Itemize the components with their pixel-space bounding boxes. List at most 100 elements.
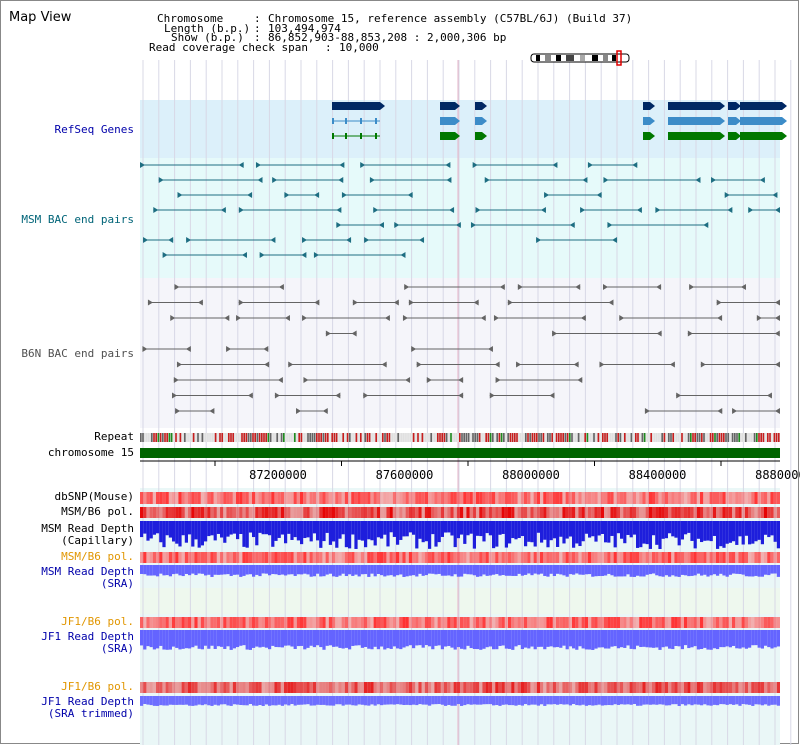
msm-b6-pol-heat-2: [280, 552, 284, 563]
msm-b6-pol-heat-2: [440, 552, 444, 563]
jf1-b6-pol-heat-2: [511, 682, 515, 693]
jf1-sra-depth: [216, 630, 220, 647]
b6n-bac-pair-end: [644, 408, 650, 414]
dbsnp-heat: [562, 492, 566, 504]
ideogram-band: [580, 55, 585, 61]
dbsnp-heat: [316, 492, 320, 504]
msm-sra-depth: [184, 565, 188, 574]
msm-b6-pol-heat-2: [405, 552, 409, 563]
track-label-jf1-depth-trim[interactable]: JF1 Read Depth: [41, 695, 134, 708]
repeat-element: [751, 433, 754, 442]
jf1-sra-trim-depth: [239, 696, 243, 705]
b6n-bac-pair-end: [176, 361, 182, 368]
jf1-sra-depth: [319, 630, 323, 648]
msm-capillary-depth: [760, 521, 764, 545]
track-label-msm-bac[interactable]: MSM BAC end pairs: [21, 213, 134, 226]
length-value: 103,494,974: [268, 22, 341, 35]
msm-b6-pol-heat: [719, 507, 723, 518]
repeat-element: [756, 433, 758, 442]
dbsnp-heat: [658, 492, 662, 504]
jf1-b6-pol-heat: [424, 617, 428, 628]
dbsnp-heat: [520, 492, 524, 504]
b6n-bac-pair-end: [335, 392, 341, 399]
msm-capillary-depth: [344, 521, 348, 548]
jf1-sra-trim-depth: [210, 696, 214, 706]
msm-b6-pol-heat-2: [210, 552, 214, 563]
msm-b6-pol-heat-2: [319, 552, 323, 563]
msm-b6-pol-heat-2: [367, 552, 371, 563]
msm-b6-pol-heat: [261, 507, 265, 518]
msm-capillary-depth: [687, 521, 691, 533]
jf1-b6-pol-heat: [200, 617, 204, 628]
msm-b6-pol-heat-2: [332, 552, 336, 563]
jf1-sra-depth: [463, 630, 467, 650]
jf1-b6-pol-heat-2: [533, 682, 537, 693]
msm-sra-depth: [172, 565, 176, 575]
msm-b6-pol-heat-2: [252, 552, 256, 563]
jf1-sra-trim-depth: [248, 696, 252, 705]
jf1-b6-pol-heat: [165, 617, 169, 628]
msm-b6-pol-heat: [604, 507, 608, 518]
jf1-b6-pol-heat-2: [658, 682, 662, 693]
jf1-sra-depth: [159, 630, 163, 646]
msm-bac-pair-end: [394, 222, 400, 228]
jf1-b6-pol-heat: [162, 617, 166, 628]
track-label-msm-depth-cap[interactable]: MSM Read Depth: [41, 522, 134, 535]
msm-capillary-depth: [280, 521, 284, 535]
gene-strand-arrow: [650, 132, 655, 140]
track-label-jf1-depth[interactable]: JF1 Read Depth: [41, 630, 134, 643]
msm-capillary-depth: [472, 521, 476, 549]
msm-capillary-depth: [565, 521, 569, 539]
jf1-sra-depth: [664, 630, 668, 647]
msm-bac-pair-end: [360, 162, 366, 168]
b6n-bac-pair-end: [552, 330, 558, 337]
jf1-b6-pol-heat: [652, 617, 656, 628]
msm-sra-depth: [773, 565, 777, 574]
jf1-b6-pol-heat-2: [773, 682, 777, 693]
msm-sra-depth: [258, 565, 262, 577]
jf1-sra-trim-depth: [444, 696, 448, 706]
jf1-sra-trim-depth: [472, 696, 476, 705]
jf1-sra-depth: [453, 630, 457, 650]
jf1-b6-pol-heat: [293, 617, 297, 628]
jf1-sra-trim-depth: [575, 696, 579, 706]
jf1-sra-trim-depth: [460, 696, 464, 706]
track-label-msm-b6-pol-1[interactable]: MSM/B6 pol.: [61, 505, 134, 518]
track-label-dbsnp[interactable]: dbSNP(Mouse): [54, 490, 134, 503]
b6n-bac-pair-end: [408, 299, 414, 306]
jf1-sra-depth: [200, 630, 204, 650]
msm-sra-depth: [527, 565, 531, 574]
track-label-refseq[interactable]: RefSeq Genes: [54, 123, 134, 136]
msm-sra-depth: [453, 565, 457, 575]
msm-b6-pol-heat-2: [434, 552, 438, 563]
track-label-jf1-b6-pol-2[interactable]: JF1/B6 pol.: [61, 680, 134, 693]
track-label-b6n-bac[interactable]: B6N BAC end pairs: [21, 347, 134, 360]
dbsnp-heat: [143, 492, 147, 504]
jf1-b6-pol-heat-2: [354, 682, 358, 693]
jf1-sra-depth: [392, 630, 396, 647]
jf1-sra-depth: [367, 630, 371, 649]
repeat-element: [278, 433, 281, 442]
jf1-sra-trim-depth: [396, 696, 400, 705]
jf1-sra-trim-depth: [728, 696, 732, 705]
jf1-b6-pol-heat-2: [280, 682, 284, 693]
jf1-sra-depth: [671, 630, 675, 650]
jf1-b6-pol-heat: [479, 617, 483, 628]
track-label-repeat[interactable]: Repeat: [94, 430, 134, 443]
jf1-b6-pol-heat: [168, 617, 172, 628]
msm-capillary-depth: [674, 521, 678, 538]
jf1-b6-pol-heat: [469, 617, 473, 628]
jf1-sra-depth: [770, 630, 774, 649]
msm-capillary-depth: [239, 521, 243, 534]
track-label-jf1-b6-pol-1[interactable]: JF1/B6 pol.: [61, 615, 134, 628]
track-label-msm-depth-sra[interactable]: MSM Read Depth: [41, 565, 134, 578]
msm-sra-depth: [421, 565, 425, 576]
msm-b6-pol-heat-2: [607, 552, 611, 563]
track-label-msm-b6-pol-2[interactable]: MSM/B6 pol.: [61, 550, 134, 563]
b6n-bac-track-bg: [140, 278, 780, 428]
msm-b6-pol-heat-2: [719, 552, 723, 563]
repeat-element: [481, 433, 483, 442]
repeat-element: [509, 433, 512, 442]
repeat-element: [591, 433, 593, 442]
